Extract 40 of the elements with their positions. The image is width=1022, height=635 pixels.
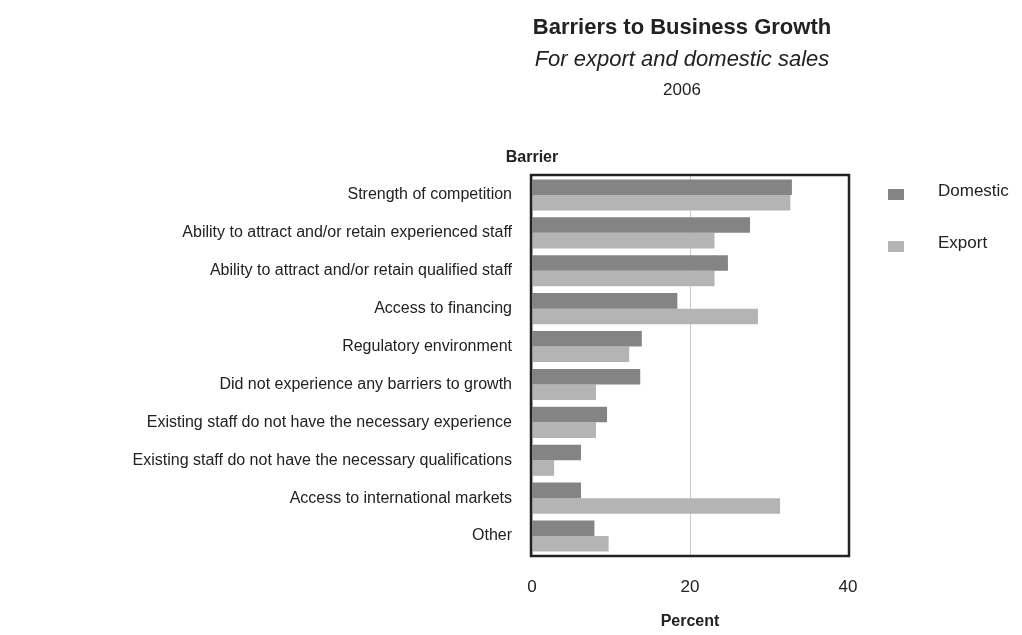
bar <box>532 293 678 309</box>
x-axis-title: Percent <box>660 611 721 629</box>
bar <box>532 270 715 287</box>
y-tick-label: Ability to attract and/or retain experienced staff <box>182 223 513 241</box>
y-tick-label: Existing staff do not have the necessary qualifications <box>132 450 512 468</box>
bar <box>532 536 609 552</box>
bar <box>532 331 642 347</box>
y-tick-label: Access to international markets <box>289 488 512 506</box>
bar <box>532 255 728 271</box>
bar <box>532 368 641 385</box>
bar <box>532 406 608 423</box>
y-tick-label: Regulatory environment <box>342 336 513 354</box>
y-tick-label: Ability to attract and/or retain qualified staff <box>209 261 513 279</box>
bar <box>532 444 581 461</box>
bar <box>532 460 555 476</box>
bar <box>532 194 791 211</box>
bar <box>532 482 581 499</box>
bar <box>532 346 630 363</box>
chart-title: Barriers to Business Growth <box>531 14 833 40</box>
y-tick-label: Other <box>471 526 513 544</box>
y-tick-label: Did not experience any barriers to growth <box>219 374 512 392</box>
chart-subtitle: For export and domestic sales <box>533 46 831 72</box>
bar <box>532 422 596 438</box>
bar <box>532 520 595 537</box>
bar <box>532 384 596 400</box>
bar <box>532 179 792 195</box>
legend-label: Domestic <box>938 180 1010 200</box>
x-tick-label: 20 <box>680 576 700 596</box>
bar <box>532 232 715 249</box>
text: 2006 <box>662 80 702 100</box>
legend-label: Export <box>938 232 988 252</box>
x-tick-label: 40 <box>838 576 858 596</box>
bar <box>532 498 781 514</box>
y-axis-title: Barrier <box>505 148 559 165</box>
y-tick-label: Access to financing <box>374 299 512 317</box>
bar <box>532 217 751 233</box>
bar <box>532 308 758 325</box>
y-tick-label: Strength of competition <box>347 185 512 203</box>
y-tick-label: Existing staff do not have the necessary experience <box>146 412 513 430</box>
x-tick-label: 0 <box>527 576 537 596</box>
